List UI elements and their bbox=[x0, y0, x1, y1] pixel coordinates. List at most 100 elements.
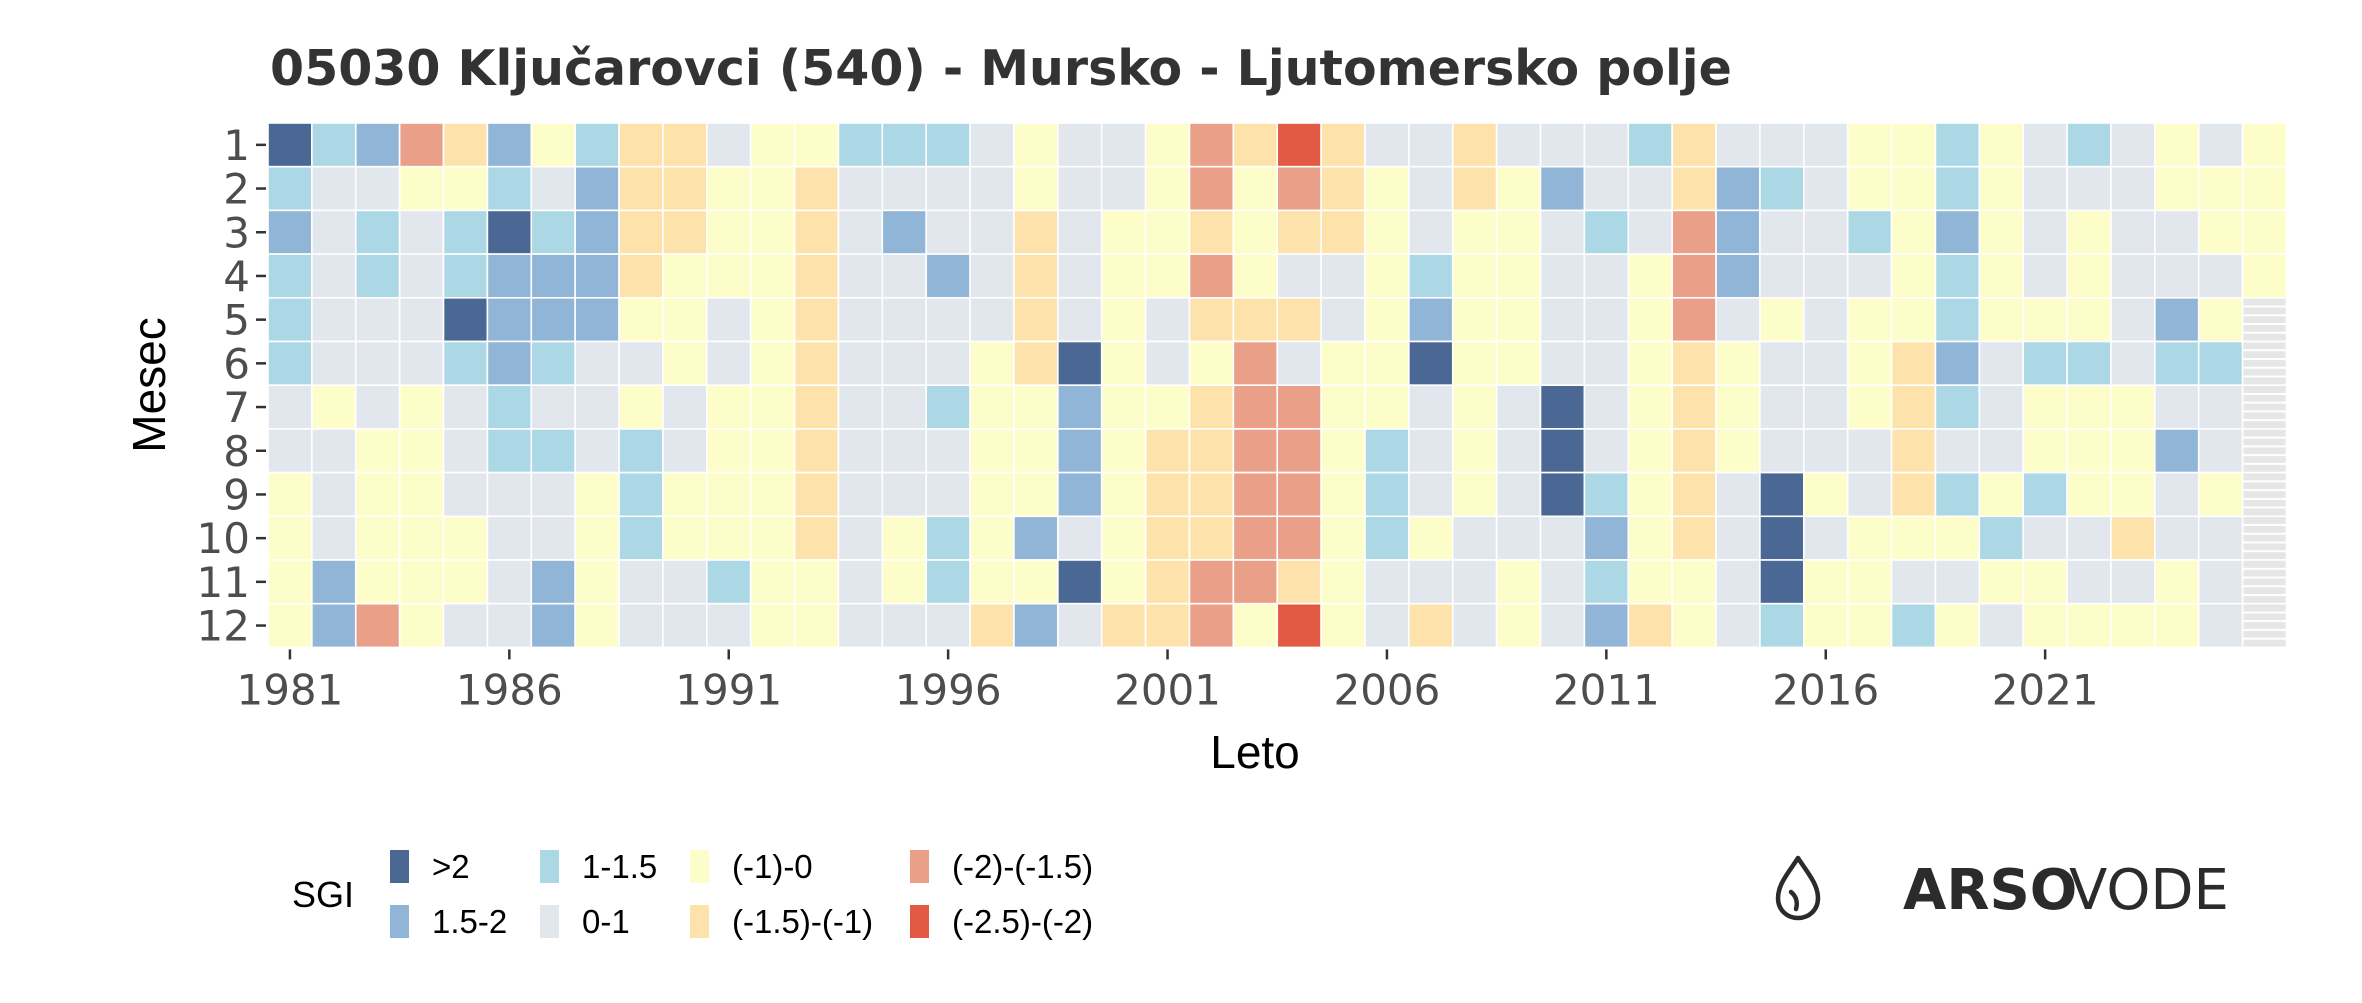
heatmap-cell bbox=[1100, 122, 1147, 168]
heatmap-cell bbox=[2241, 515, 2288, 561]
x-tick-label: 2021 bbox=[1992, 665, 2099, 714]
heatmap-cell bbox=[267, 122, 313, 168]
heatmap-cell bbox=[749, 296, 796, 343]
heatmap-cell bbox=[1364, 559, 1410, 605]
heatmap-cell bbox=[1057, 515, 1103, 561]
heatmap-cell bbox=[793, 602, 840, 649]
heatmap-cell bbox=[442, 296, 489, 343]
heatmap-cell bbox=[925, 165, 971, 212]
heatmap-cell bbox=[267, 559, 313, 605]
heatmap-cell bbox=[1144, 384, 1191, 430]
heatmap-cell bbox=[1890, 209, 1937, 255]
heatmap-cell bbox=[1100, 165, 1147, 212]
heatmap-cell bbox=[881, 122, 928, 168]
heatmap-cell bbox=[1188, 340, 1235, 387]
heatmap-cell bbox=[2241, 384, 2288, 430]
heatmap-cell bbox=[1188, 602, 1235, 649]
heatmap-cell bbox=[530, 515, 576, 561]
x-tick-label: 2001 bbox=[1114, 665, 1221, 714]
heatmap-cell bbox=[881, 253, 928, 299]
legend-swatch bbox=[540, 850, 559, 883]
heatmap-cell bbox=[705, 515, 752, 561]
heatmap-cell bbox=[1715, 165, 1761, 212]
heatmap-cell bbox=[1671, 122, 1717, 168]
heatmap-cell bbox=[1803, 340, 1849, 387]
heatmap-cell bbox=[1671, 209, 1717, 255]
heatmap-cell bbox=[2241, 340, 2288, 387]
heatmap-cell bbox=[1846, 165, 1893, 212]
heatmap-cell bbox=[2110, 122, 2156, 168]
heatmap-cell bbox=[1232, 559, 1279, 605]
heatmap-cell bbox=[1803, 428, 1849, 474]
heatmap-cell bbox=[1364, 340, 1410, 387]
heatmap-cell bbox=[969, 253, 1015, 299]
heatmap-cell bbox=[354, 340, 401, 387]
heatmap-cell bbox=[925, 471, 971, 518]
heatmap-cell bbox=[1715, 122, 1761, 168]
heatmap-cell bbox=[1934, 209, 1981, 255]
heatmap-cell bbox=[925, 209, 971, 255]
heatmap-cell bbox=[1144, 559, 1191, 605]
heatmap-cell bbox=[1495, 340, 1542, 387]
heatmap-cell bbox=[1759, 559, 1805, 605]
heatmap-cell bbox=[1408, 296, 1454, 343]
heatmap-cell bbox=[2241, 428, 2288, 474]
heatmap-cell bbox=[1408, 471, 1454, 518]
heatmap-cell bbox=[969, 559, 1015, 605]
heatmap-cell bbox=[1759, 384, 1805, 430]
heatmap-cell bbox=[1408, 340, 1454, 387]
heatmap-cell bbox=[1320, 253, 1366, 299]
heatmap-cell bbox=[1495, 559, 1542, 605]
heatmap-cell bbox=[354, 602, 401, 649]
heatmap-cell bbox=[1495, 471, 1542, 518]
heatmap-cell bbox=[705, 209, 752, 255]
heatmap-cell bbox=[1451, 471, 1498, 518]
x-tick-label: 2011 bbox=[1553, 665, 1660, 714]
heatmap-cell bbox=[1759, 428, 1805, 474]
heatmap-cell bbox=[618, 165, 664, 212]
heatmap-cell bbox=[2241, 296, 2288, 343]
heatmap-cell bbox=[1408, 559, 1454, 605]
heatmap-cell bbox=[2197, 253, 2244, 299]
heatmap-cell bbox=[1846, 428, 1893, 474]
heatmap-cell bbox=[1715, 559, 1761, 605]
heatmap-cell bbox=[398, 253, 445, 299]
heatmap-cell bbox=[1013, 340, 1059, 387]
heatmap-cell bbox=[969, 515, 1015, 561]
heatmap-cell bbox=[1583, 122, 1630, 168]
heatmap-cell bbox=[1232, 428, 1279, 474]
heatmap-cell bbox=[2154, 296, 2200, 343]
heatmap-cell bbox=[1627, 559, 1673, 605]
heatmap-cell bbox=[837, 296, 884, 343]
heatmap-cell bbox=[705, 471, 752, 518]
heatmap-cell bbox=[2066, 428, 2112, 474]
heatmap-cell bbox=[1978, 471, 2024, 518]
heatmap-cell bbox=[1276, 471, 1322, 518]
heatmap-cell bbox=[1846, 602, 1893, 649]
heatmap-cells bbox=[267, 122, 2288, 649]
heatmap-cell bbox=[1846, 253, 1893, 299]
heatmap-cell bbox=[969, 428, 1015, 474]
heatmap-cell bbox=[881, 602, 928, 649]
heatmap-cell bbox=[881, 340, 928, 387]
heatmap-cell bbox=[1013, 559, 1059, 605]
heatmap-cell bbox=[705, 428, 752, 474]
heatmap-cell bbox=[1803, 559, 1849, 605]
heatmap-cell bbox=[618, 471, 664, 518]
heatmap-cell bbox=[1627, 165, 1673, 212]
heatmap-cell bbox=[925, 122, 971, 168]
heatmap-cell bbox=[1057, 602, 1103, 649]
heatmap-cell bbox=[1803, 602, 1849, 649]
heatmap-cell bbox=[1803, 384, 1849, 430]
heatmap-cell bbox=[2066, 253, 2112, 299]
heatmap-cell bbox=[1408, 253, 1454, 299]
heatmap-cell bbox=[1408, 602, 1454, 649]
heatmap-cell bbox=[1715, 471, 1761, 518]
heatmap-cell bbox=[311, 428, 357, 474]
heatmap-cell bbox=[1144, 602, 1191, 649]
heatmap-cell bbox=[1495, 602, 1542, 649]
heatmap-cell bbox=[1934, 384, 1981, 430]
heatmap-cell bbox=[1100, 340, 1147, 387]
heatmap-cell bbox=[793, 209, 840, 255]
heatmap-cell bbox=[618, 428, 664, 474]
